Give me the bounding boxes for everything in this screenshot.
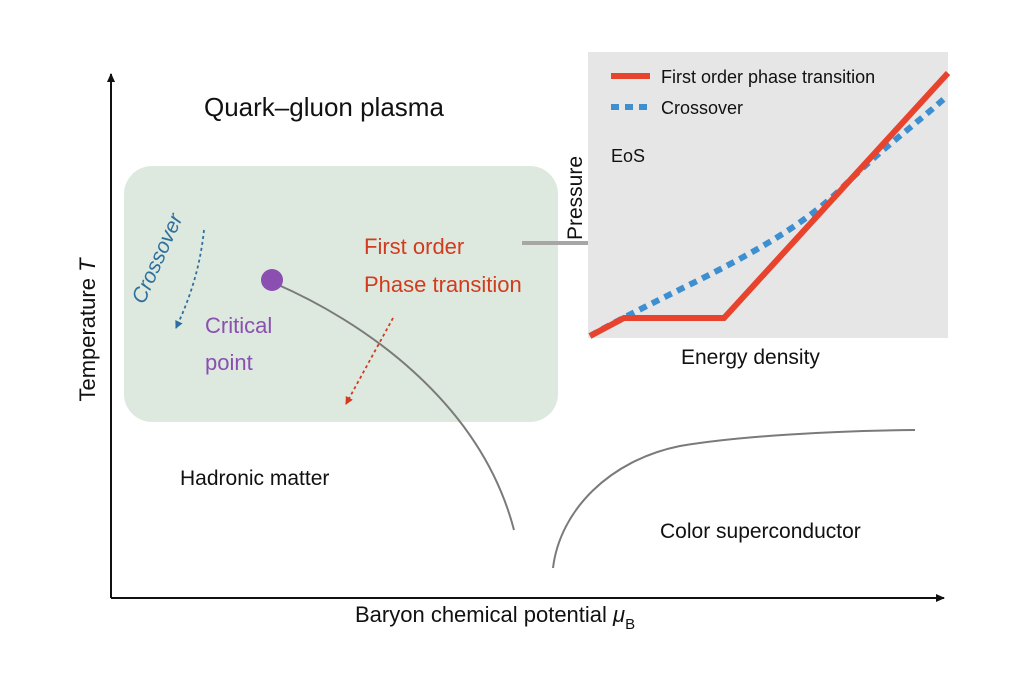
- eos-tag: EoS: [611, 146, 645, 166]
- transition-region: [124, 166, 558, 422]
- crossover-eos-curve: [588, 94, 949, 339]
- hadronic-label: Hadronic matter: [180, 467, 329, 490]
- first-order-label-line1: First order: [364, 234, 464, 259]
- eos-x-axis-label: Energy density: [681, 346, 820, 369]
- first-order-eos-curve: [588, 70, 951, 339]
- critical-point-label-line1: Critical: [205, 313, 272, 338]
- y-axis-label: Temperature T: [75, 257, 100, 402]
- legend-label-crossover: Crossover: [661, 98, 743, 118]
- color-superconductor-boundary-curve: [552, 429, 916, 569]
- first-order-label-line2: Phase transition: [364, 272, 522, 297]
- eos-inset: First order phase transition Crossover E…: [564, 52, 951, 369]
- x-axis-label: Baryon chemical potential μB: [355, 602, 635, 633]
- qgp-label: Quark–gluon plasma: [204, 92, 444, 122]
- first-order-boundary-curve: [273, 282, 515, 531]
- crossover-arrow: [175, 229, 205, 329]
- first-order-arrow: [345, 317, 394, 405]
- legend-label-first-order: First order phase transition: [661, 67, 875, 87]
- critical-point-marker: [261, 269, 283, 291]
- eos-y-axis-label: Pressure: [564, 156, 587, 240]
- eos-inset-background: [588, 52, 948, 338]
- critical-point-label-line2: point: [205, 350, 253, 375]
- color-superconductor-label: Color superconductor: [660, 520, 861, 543]
